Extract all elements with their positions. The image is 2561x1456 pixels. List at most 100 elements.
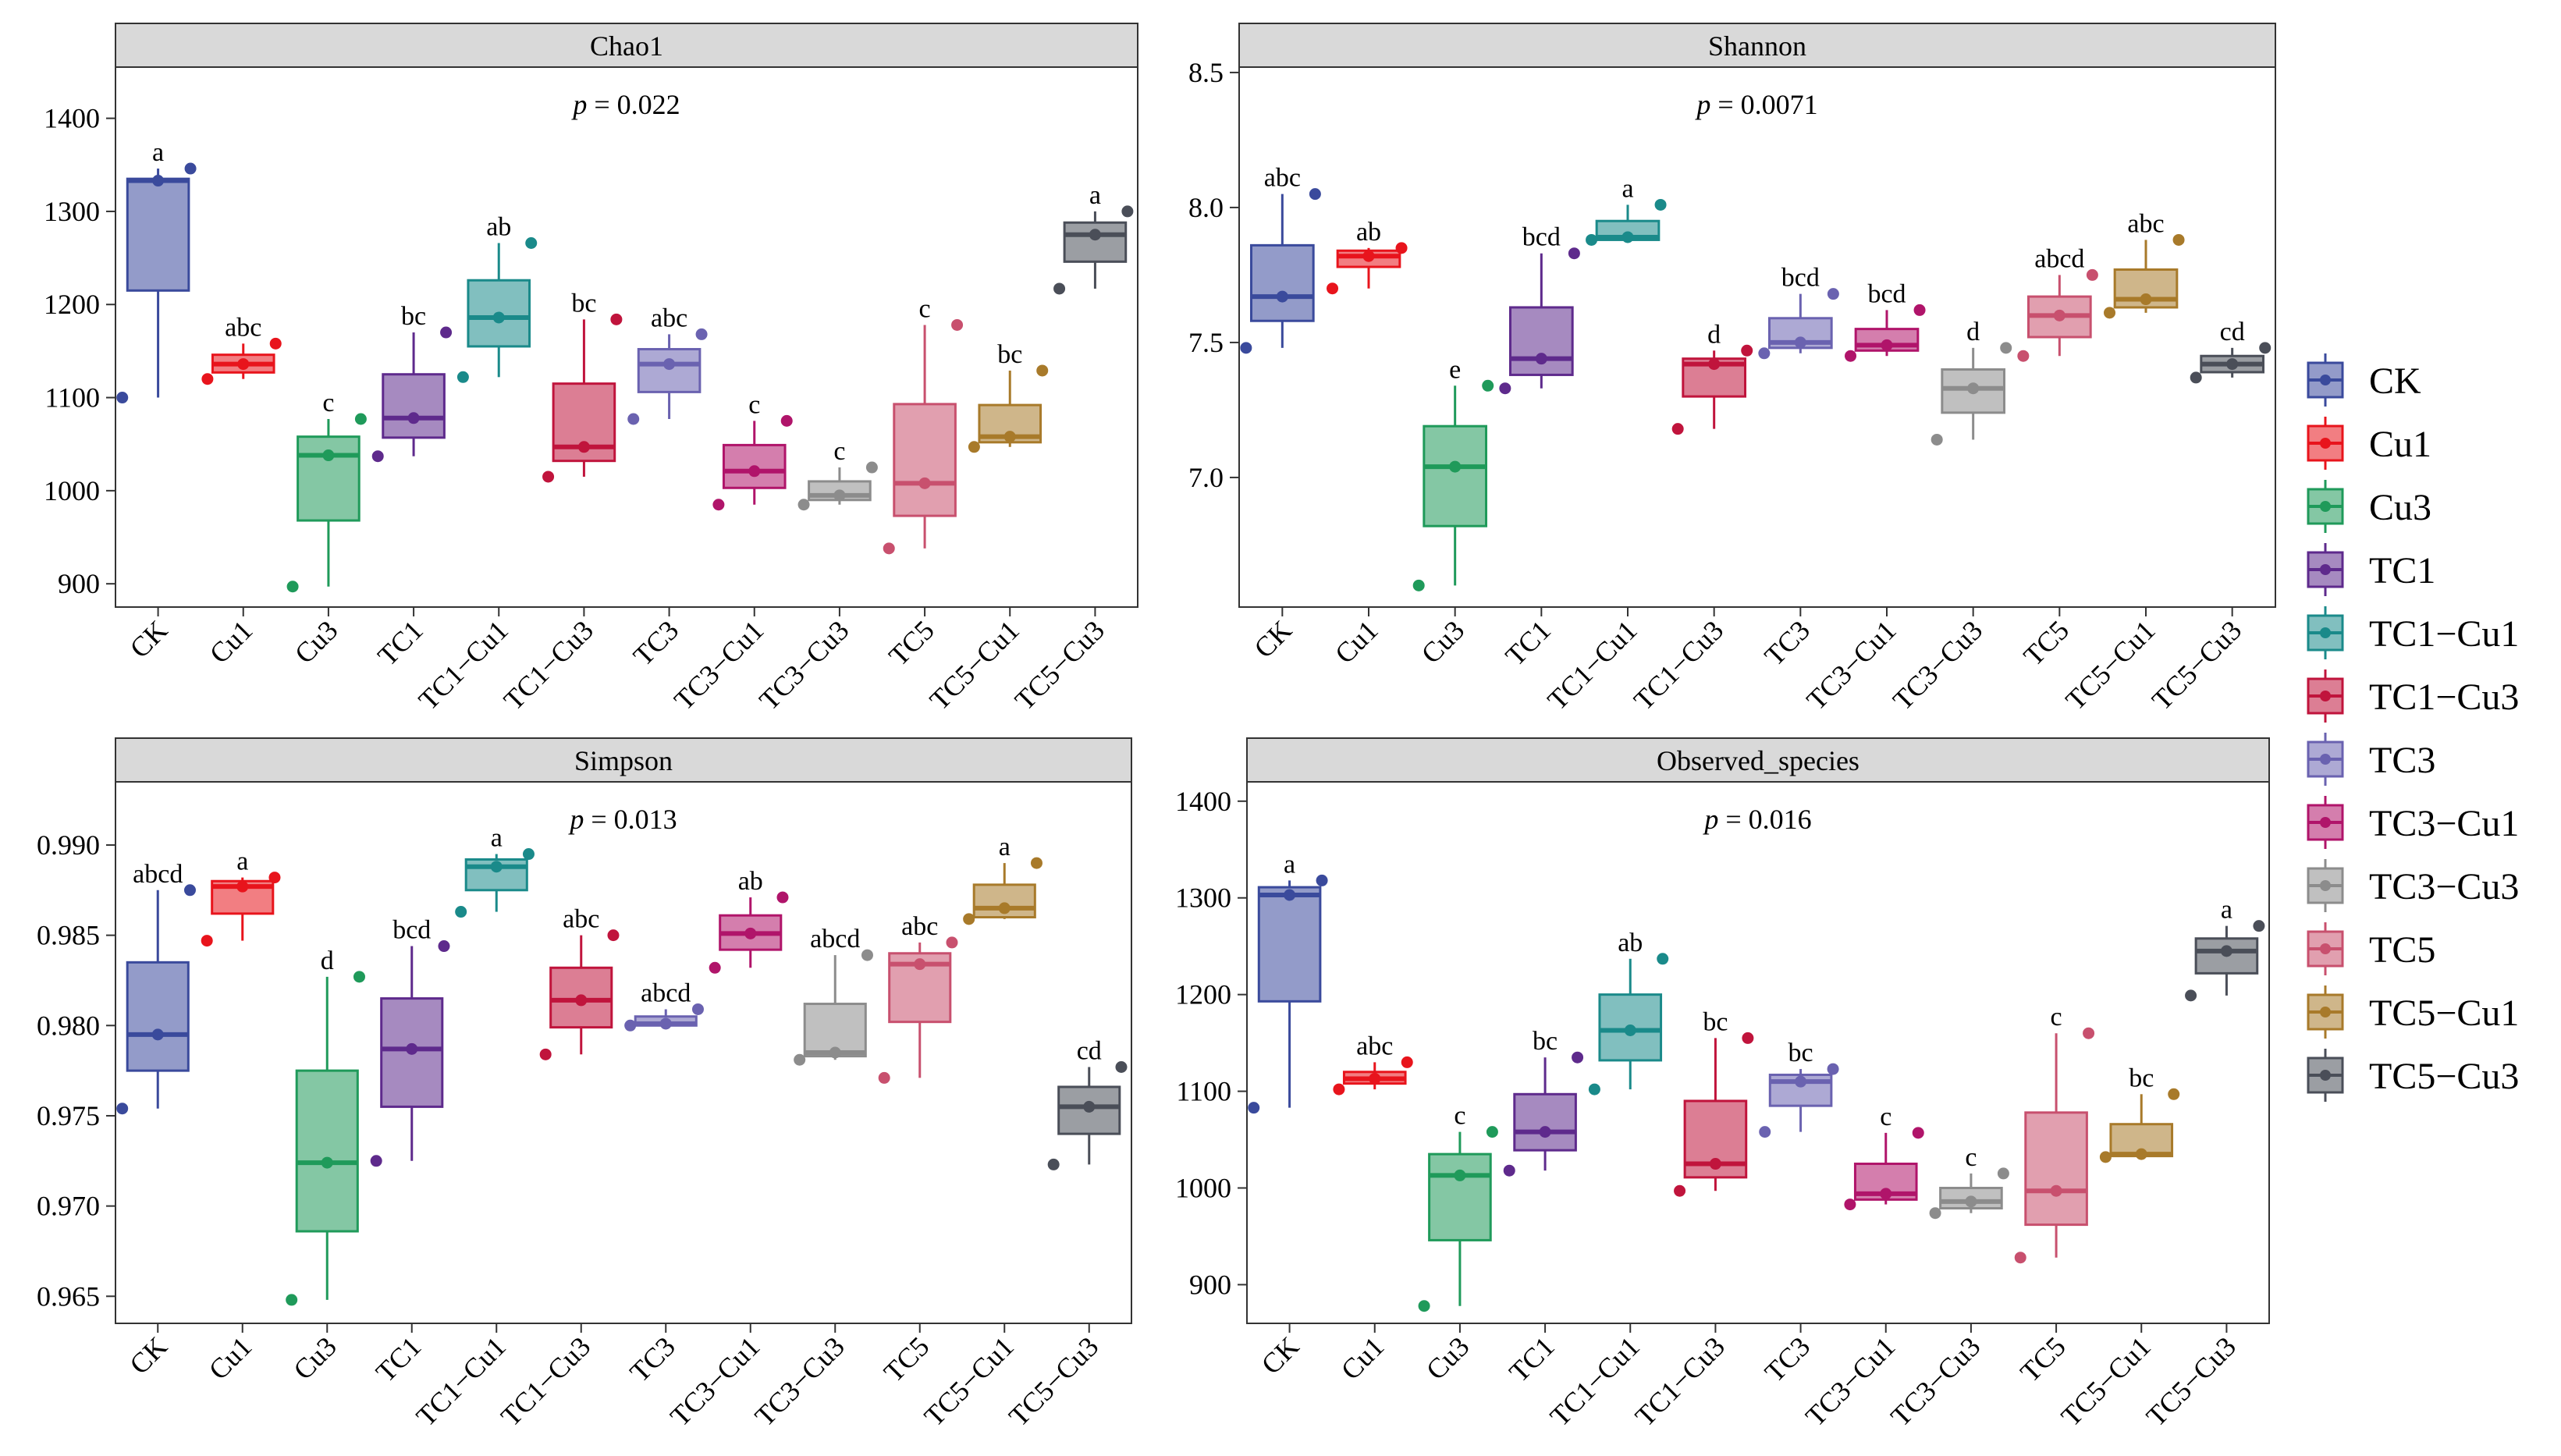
box-7: c xyxy=(1844,1103,1924,1211)
box-9: c xyxy=(883,294,964,555)
data-point xyxy=(951,318,964,331)
box-2: c xyxy=(286,389,367,593)
significance-letter: abc xyxy=(563,905,599,934)
x-tick-label: TC3 xyxy=(1759,1330,1817,1388)
box-3: bc xyxy=(371,302,453,463)
data-point xyxy=(1997,1167,2009,1180)
x-tick-label: TC5−Cu3 xyxy=(2140,1330,2242,1432)
y-tick-label: 0.990 xyxy=(37,829,100,861)
x-tick-label: TC3−Cu1 xyxy=(668,614,769,716)
box-body xyxy=(637,348,702,393)
legend-key-point xyxy=(2320,438,2331,449)
box-body xyxy=(126,961,190,1072)
box-4: a xyxy=(455,824,535,918)
legend-key-point xyxy=(2320,943,2331,954)
panel-title: Observed_species xyxy=(1657,745,1859,776)
significance-letter: c xyxy=(2051,1003,2062,1032)
legend-item: TC3−Cu3 xyxy=(2307,859,2519,912)
y-tick-label: 1400 xyxy=(1175,786,1231,817)
box-2: d xyxy=(286,946,365,1306)
data-point xyxy=(2190,371,2202,384)
box-8: c xyxy=(1929,1143,2009,1220)
y-tick-label: 1200 xyxy=(44,289,100,320)
data-point xyxy=(1931,433,1943,446)
data-point xyxy=(1327,282,1339,295)
y-tick-label: 1200 xyxy=(1175,979,1231,1010)
data-point xyxy=(268,872,281,884)
legend-key-point xyxy=(2320,564,2331,575)
significance-letter: cd xyxy=(2220,318,2245,346)
x-tick-label: Cu1 xyxy=(204,614,259,669)
data-point xyxy=(861,949,873,961)
box-9: c xyxy=(2014,1003,2095,1264)
data-point xyxy=(1083,1100,1096,1113)
data-point xyxy=(833,489,846,502)
data-point xyxy=(1539,1126,1551,1138)
data-point xyxy=(1913,304,1926,316)
y-tick-label: 0.965 xyxy=(37,1280,100,1312)
data-point xyxy=(438,940,450,953)
data-point xyxy=(1362,250,1375,262)
data-point xyxy=(1499,382,1511,395)
legend-label: TC3−Cu1 xyxy=(2369,803,2519,844)
significance-letter: abcd xyxy=(2034,244,2084,273)
data-point xyxy=(1742,1032,1754,1044)
data-point xyxy=(2050,1184,2062,1197)
data-point xyxy=(1276,290,1288,303)
data-point xyxy=(1449,460,1462,473)
p-value: p = 0.013 xyxy=(567,804,677,835)
data-point xyxy=(2135,1148,2147,1160)
data-point xyxy=(116,392,129,404)
y-tick-label: 0.975 xyxy=(37,1100,100,1131)
legend-label: TC5−Cu3 xyxy=(2369,1056,2519,1097)
legend-label: TC5 xyxy=(2369,929,2435,971)
data-point xyxy=(542,471,555,483)
data-point xyxy=(1369,1072,1381,1085)
data-point xyxy=(1053,282,1066,295)
x-tick-label: TC1 xyxy=(1499,614,1557,672)
box-body xyxy=(2024,1111,2088,1227)
box-body xyxy=(893,403,957,517)
data-point xyxy=(748,465,761,478)
significance-letter: a xyxy=(2221,896,2232,925)
x-tick-label: TC5 xyxy=(883,614,940,672)
x-tick-label: TC1 xyxy=(370,1330,428,1388)
data-point xyxy=(1115,1061,1128,1074)
data-point xyxy=(1003,431,1016,443)
data-point xyxy=(1535,353,1547,365)
box-1: a xyxy=(201,847,281,947)
legend-label: TC5−Cu1 xyxy=(2369,993,2519,1034)
panel-chao1: Chao1 p = 0.022 900 1000 1100 1200 1300 1400 a CK… xyxy=(44,23,1138,716)
y-tick-label: 7.5 xyxy=(1188,327,1224,358)
data-point xyxy=(370,1155,382,1167)
data-point xyxy=(2017,350,2030,362)
data-point xyxy=(1880,1188,1892,1200)
data-point xyxy=(1657,953,1669,965)
plot-area xyxy=(115,781,1132,1324)
box-2: e xyxy=(1412,355,1494,591)
data-point xyxy=(354,413,367,425)
panel-strip xyxy=(1246,737,2270,783)
data-point xyxy=(1588,1083,1600,1096)
data-point xyxy=(406,1042,418,1055)
data-point xyxy=(2140,293,2152,306)
data-point xyxy=(1395,242,1408,254)
x-tick-label: CK xyxy=(124,614,174,664)
significance-letter: a xyxy=(1284,850,1295,879)
significance-letter: bc xyxy=(1788,1039,1813,1067)
y-tick-label: 1100 xyxy=(1176,1076,1231,1107)
data-point xyxy=(269,337,282,350)
significance-letter: bc xyxy=(2129,1064,2154,1092)
significance-letter: abc xyxy=(901,912,938,941)
legend-key-point xyxy=(2320,1007,2331,1017)
p-value: p = 0.022 xyxy=(570,89,680,120)
box-body xyxy=(1249,243,1315,322)
data-point xyxy=(201,935,213,947)
box-6: bcd xyxy=(1758,264,1839,360)
data-point xyxy=(539,1048,552,1060)
data-point xyxy=(1248,1102,1260,1114)
legend-item: TC1−Cu1 xyxy=(2307,606,2519,659)
significance-letter: a xyxy=(999,833,1011,861)
legend-label: TC3 xyxy=(2369,740,2435,781)
data-point xyxy=(1047,1158,1060,1170)
